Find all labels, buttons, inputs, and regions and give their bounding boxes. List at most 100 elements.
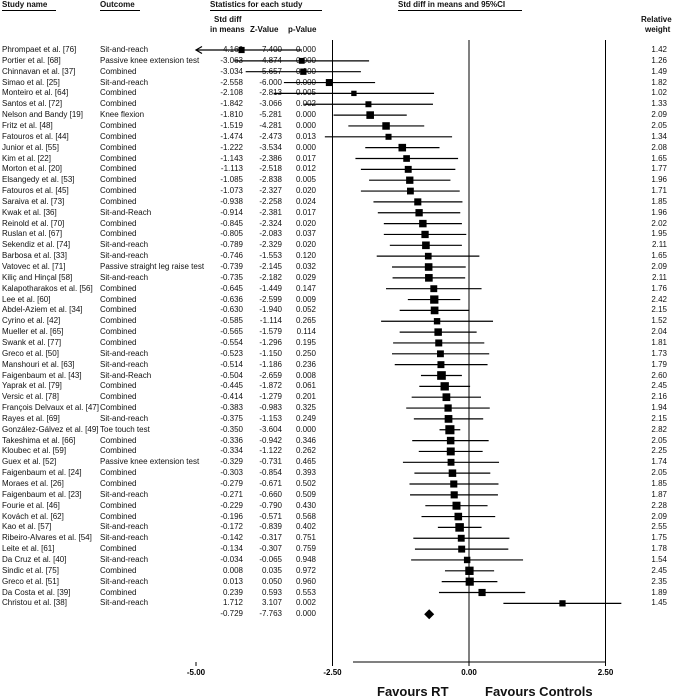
study-outcome: Sit-and-reach	[100, 272, 149, 282]
p-value: 0.013	[295, 131, 316, 141]
p-value: 0.195	[295, 337, 316, 347]
study-outcome: Toe touch test	[100, 424, 150, 434]
study-name: Ribeiro-Alvares et al. [54]	[2, 533, 92, 543]
z-value: -0.790	[259, 500, 282, 510]
relative-weight: 1.65	[651, 153, 667, 163]
relative-weight: 2.05	[651, 468, 667, 478]
z-value: 0.035	[261, 565, 282, 575]
p-value: 0.960	[295, 576, 316, 586]
std-diff-value: -0.329	[220, 457, 243, 467]
effect-marker	[437, 371, 446, 380]
study-outcome: Passive straight leg raise test	[100, 262, 205, 271]
statistics-group-underline	[210, 10, 322, 11]
effect-marker	[403, 155, 410, 162]
effect-marker	[298, 57, 305, 64]
std-diff-value: -0.645	[220, 283, 243, 293]
p-value: 0.751	[295, 533, 316, 543]
effect-marker	[465, 566, 474, 575]
relative-weight: 1.87	[651, 489, 667, 499]
std-diff-value: 0.008	[222, 565, 243, 575]
relative-weight: 1.95	[651, 229, 667, 239]
std-diff-value: -2.108	[220, 88, 243, 98]
study-name: Fritz et al. [48]	[2, 120, 53, 130]
study-outcome: Combined	[100, 587, 137, 597]
p-value: 0.061	[295, 381, 316, 391]
effect-marker	[430, 306, 439, 315]
effect-marker	[407, 187, 414, 195]
study-outcome: Combined	[100, 435, 137, 445]
p-value: 0.553	[295, 587, 316, 597]
study-outcome: Combined	[100, 565, 137, 575]
std-diff-value: -1.073	[220, 186, 243, 196]
relative-weight: 2.04	[651, 327, 667, 337]
study-outcome: Combined	[100, 99, 137, 109]
relative-weight: 1.42	[651, 45, 667, 54]
z-value: 0.050	[261, 576, 282, 586]
study-outcome: Sit-and-Reach	[100, 207, 152, 217]
z-value: -2.083	[259, 229, 282, 239]
study-outcome: Sit-and-reach	[100, 240, 149, 250]
study-outcome: Combined	[100, 153, 137, 163]
study-name: Versic et al. [78]	[2, 392, 59, 402]
study-name: Kovách et al. [62]	[2, 511, 64, 521]
effect-marker	[433, 318, 441, 325]
std-diff-header-line1: Std diff	[214, 15, 242, 24]
outcome-underline	[100, 10, 140, 11]
relative-weight: 2.60	[651, 370, 667, 380]
study-outcome: Sit-and-Reach	[100, 370, 152, 380]
p-value: 0.120	[295, 251, 316, 261]
z-value: -3.534	[259, 142, 282, 152]
z-value: -1.553	[259, 251, 282, 261]
p-value: 0.262	[295, 446, 316, 456]
p-value: 0.948	[295, 554, 316, 564]
favours-controls-label: Favours Controls	[485, 684, 593, 699]
forest-group-header: Std diff in means and 95%CI	[398, 0, 506, 9]
relative-weight: 2.02	[651, 218, 667, 228]
ci-truncation-arrow	[194, 45, 203, 55]
std-diff-value: -0.279	[220, 479, 243, 488]
z-value: -0.065	[259, 554, 282, 564]
study-outcome: Sit-and-reach	[100, 413, 149, 423]
effect-marker	[325, 79, 333, 87]
study-outcome: Combined	[100, 305, 137, 315]
study-name-underline	[2, 10, 56, 11]
std-diff-value: 1.712	[222, 598, 243, 608]
relative-weight: 1.65	[651, 251, 667, 261]
relative-weight: 1.94	[651, 403, 667, 413]
relative-weight: 1.02	[651, 88, 667, 98]
study-name: Abdel-Aziem et al. [34]	[2, 305, 83, 315]
study-outcome: Sit-and-reach	[100, 251, 149, 261]
z-value: -1.872	[259, 381, 282, 391]
z-value: -1.122	[259, 446, 282, 456]
z-value: -0.307	[259, 544, 282, 554]
p-value: 0.114	[296, 327, 316, 337]
relative-weight: 1.26	[651, 55, 667, 65]
study-name: Lee et al. [60]	[2, 294, 51, 304]
z-value: -2.386	[259, 153, 282, 163]
relative-weight: 1.73	[651, 348, 667, 358]
effect-marker	[446, 436, 455, 445]
study-outcome: Sit-and-reach	[100, 554, 149, 564]
study-outcome: Sit-and-reach	[100, 489, 149, 499]
p-value: 0.509	[295, 489, 316, 499]
study-name: Greco et al. [51]	[2, 576, 59, 586]
study-name: Kiliç and Hinçal [58]	[2, 272, 73, 282]
effect-marker	[447, 458, 455, 466]
study-outcome: Combined	[100, 446, 137, 456]
p-value: 0.020	[295, 218, 316, 228]
z-value: -3.066	[259, 99, 282, 109]
study-outcome: Combined	[100, 142, 137, 152]
p-value: 0.972	[295, 565, 316, 575]
study-name: Sindic et al. [75]	[2, 565, 59, 575]
p-value-header: p-Value	[288, 25, 317, 34]
study-name: Manshouri et al. [63]	[2, 359, 75, 369]
study-name: Nelson and Bandy [19]	[2, 110, 83, 120]
relative-weight: 2.05	[651, 120, 667, 130]
relative-weight: 1.52	[651, 316, 667, 326]
relative-weight: 2.05	[651, 435, 667, 445]
std-diff-value: -0.805	[220, 229, 243, 239]
study-name: Kim et al. [22]	[2, 153, 51, 163]
study-outcome: Sit-and-reach	[100, 598, 149, 608]
study-outcome: Combined	[100, 66, 137, 76]
